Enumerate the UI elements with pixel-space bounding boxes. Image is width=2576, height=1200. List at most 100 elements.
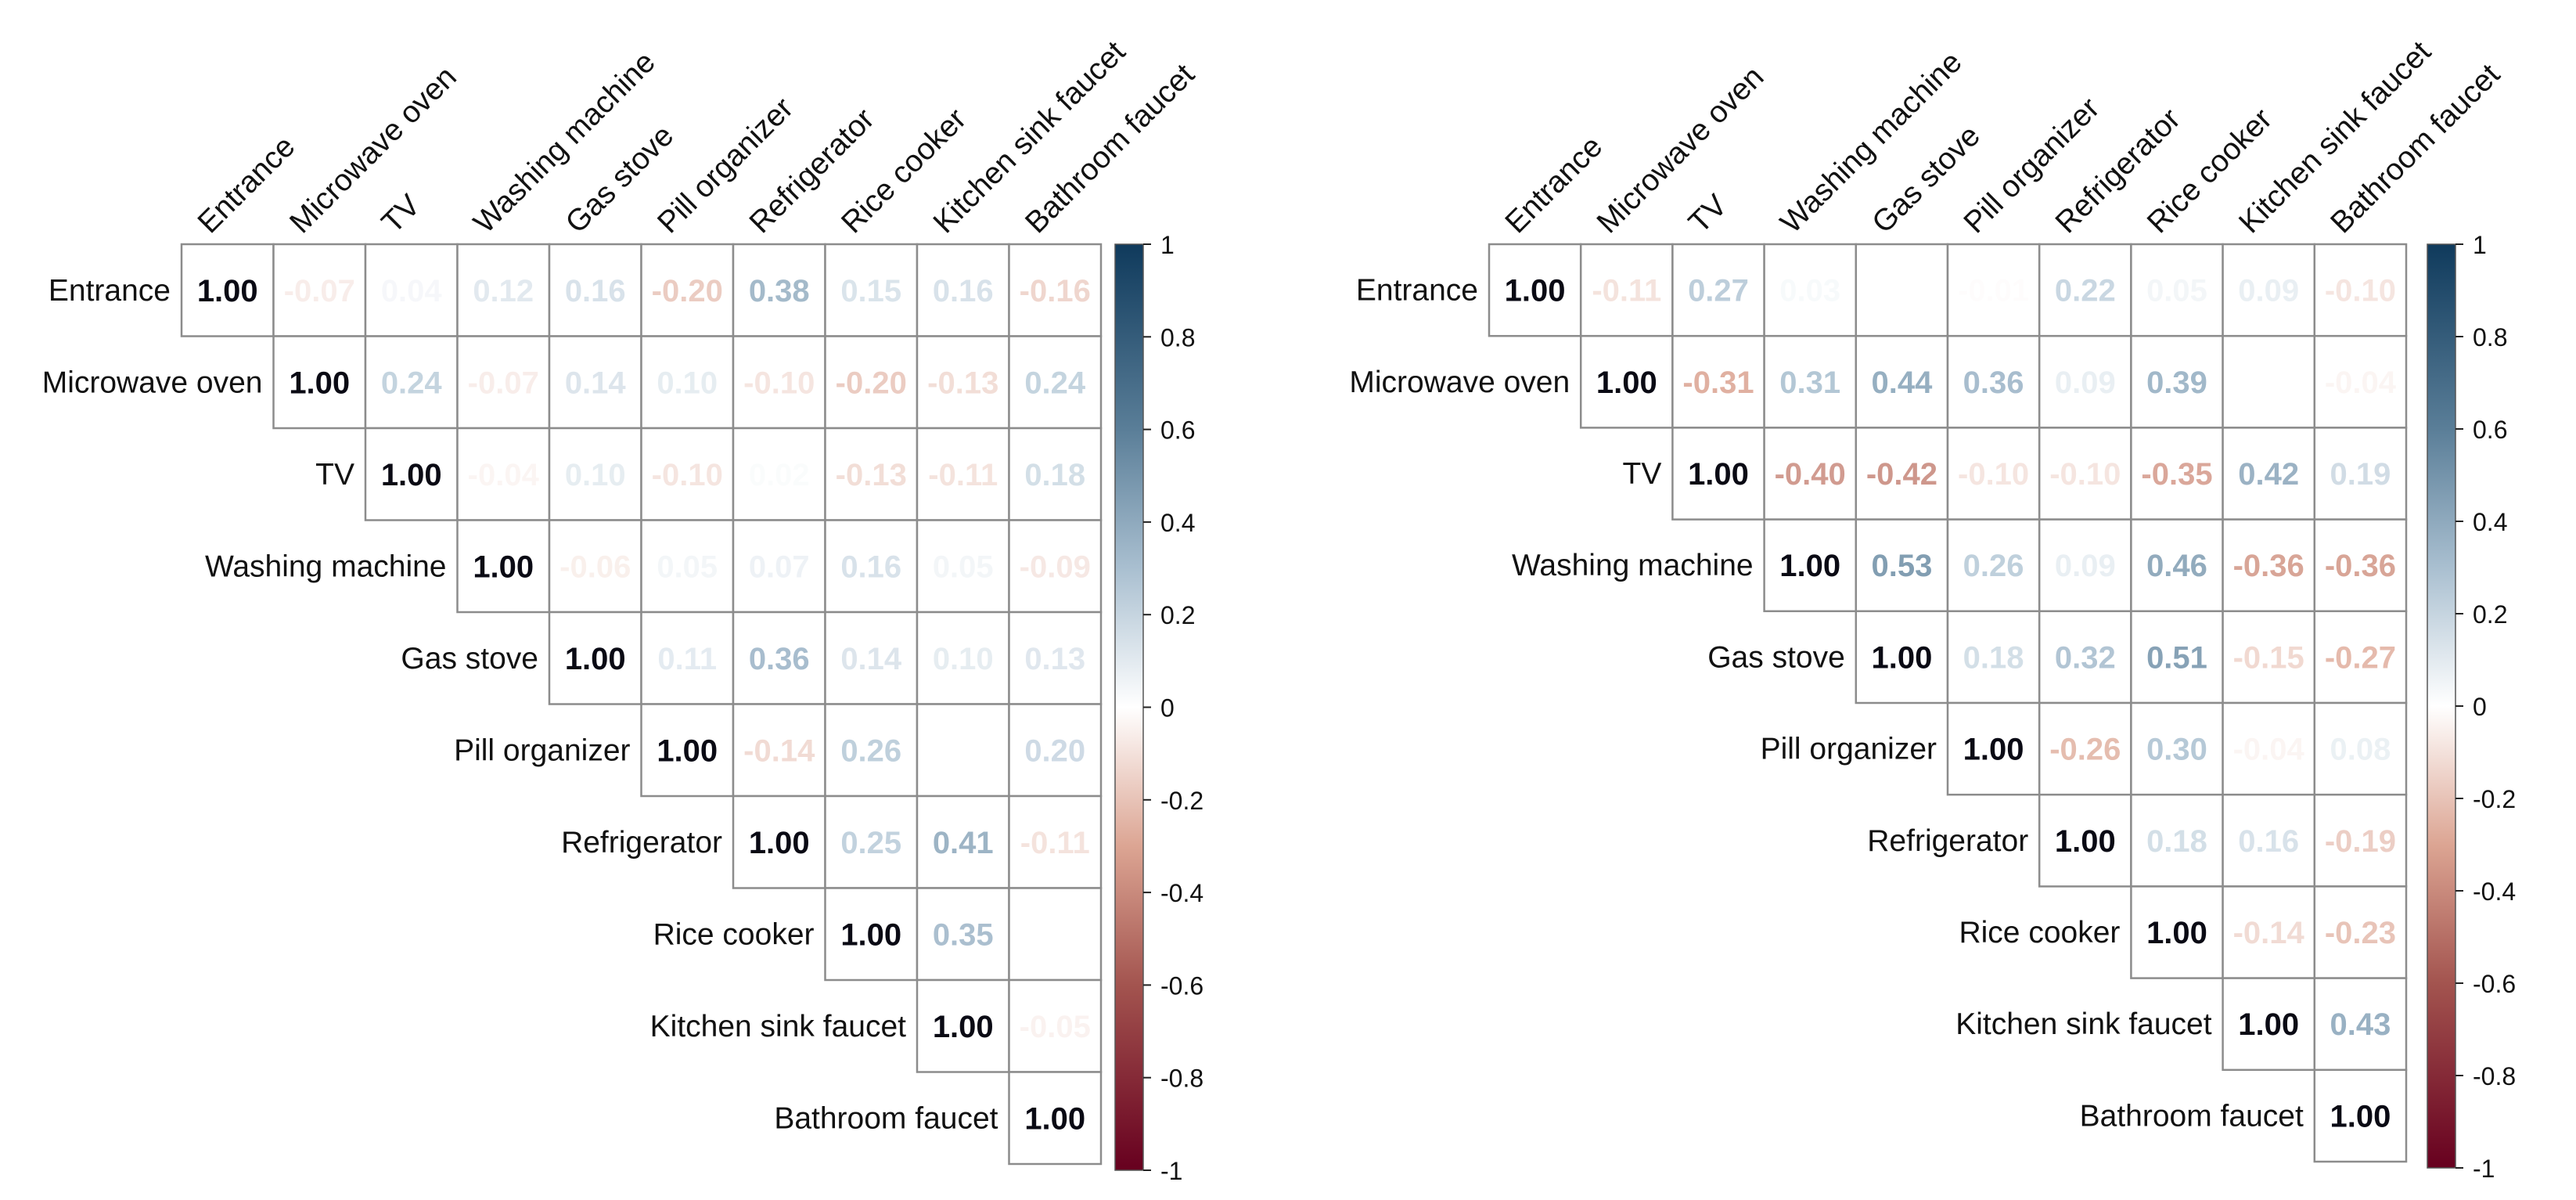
cell-value: -0.42 bbox=[1866, 457, 1937, 492]
matrix-cell bbox=[1008, 427, 1103, 521]
cell-value: 0.46 bbox=[2146, 549, 2207, 583]
cell-value: 0.36 bbox=[1963, 366, 2024, 400]
matrix-cell bbox=[2222, 427, 2316, 521]
cell-value: -0.36 bbox=[2233, 549, 2304, 583]
colorbar-tick-label: 0.6 bbox=[1160, 416, 1195, 445]
matrix-cell bbox=[272, 243, 367, 337]
cell-value: 0.09 bbox=[2238, 274, 2299, 308]
cell-value: -0.14 bbox=[2233, 916, 2305, 950]
cell-value: 0.44 bbox=[1871, 366, 1933, 400]
cell-value: 1.00 bbox=[749, 826, 810, 860]
cell-value: 0.25 bbox=[840, 826, 901, 860]
matrix-cell bbox=[2130, 243, 2224, 337]
row-label: Microwave oven bbox=[42, 366, 263, 399]
cell-value: 0.43 bbox=[2330, 1007, 2391, 1042]
colorbar-tick-label: 0.4 bbox=[2473, 508, 2507, 536]
cell-value: -0.19 bbox=[2325, 824, 2396, 859]
matrix-cell bbox=[2222, 610, 2316, 705]
matrix-cell bbox=[2313, 1068, 2408, 1163]
matrix-cell bbox=[1579, 243, 1674, 337]
cell-value: -0.23 bbox=[2325, 916, 2396, 950]
colorbar-tick-label: -1 bbox=[2473, 1155, 2495, 1183]
colorbar-tick-label: 0.4 bbox=[1160, 509, 1195, 537]
matrix-cell bbox=[2222, 701, 2316, 796]
cell-value: 0.53 bbox=[1871, 549, 1932, 583]
cell-value: 0.16 bbox=[565, 274, 626, 308]
colorbar bbox=[1114, 243, 1144, 1171]
cell-value: 0.32 bbox=[2055, 640, 2116, 675]
cell-value: 0.24 bbox=[1024, 366, 1086, 400]
row-label: Kitchen sink faucet bbox=[650, 1010, 907, 1043]
matrix-cell bbox=[2130, 610, 2224, 705]
matrix-cell bbox=[1946, 334, 2041, 429]
row-label: Entrance bbox=[1356, 274, 1478, 308]
cell-value: -0.35 bbox=[2141, 457, 2212, 492]
matrix-cell bbox=[1008, 795, 1103, 889]
cell-value: -0.11 bbox=[1020, 826, 1090, 860]
matrix-cell bbox=[1946, 610, 2041, 705]
cell-value: 0.00 bbox=[1024, 917, 1085, 952]
matrix-cell bbox=[2038, 334, 2132, 429]
matrix-cell bbox=[456, 335, 551, 430]
cell-value: 0.26 bbox=[840, 733, 901, 768]
cell-value: 1.00 bbox=[1688, 457, 1749, 492]
colorbar-tick-label: 0 bbox=[2473, 693, 2487, 721]
matrix-cell bbox=[1671, 427, 1765, 521]
matrix-cell bbox=[640, 611, 735, 705]
cell-value: 0.22 bbox=[2055, 274, 2116, 308]
colorbar bbox=[2427, 243, 2456, 1169]
row-label: Pill organizer bbox=[1761, 733, 1937, 766]
cell-value: -0.13 bbox=[927, 366, 998, 400]
matrix-cell bbox=[2130, 334, 2224, 429]
matrix-cell bbox=[824, 795, 919, 889]
matrix-cell bbox=[824, 243, 919, 337]
cell-value: 0.24 bbox=[381, 366, 443, 400]
matrix-cell bbox=[1008, 703, 1103, 798]
column-label: Bathroom faucet bbox=[1019, 57, 1201, 240]
matrix-cell bbox=[640, 427, 735, 521]
colorbar-tick-label: 0 bbox=[1160, 694, 1175, 723]
cell-value: -0.26 bbox=[2049, 733, 2121, 767]
row-label: Microwave oven bbox=[1349, 366, 1570, 399]
matrix-cell bbox=[1855, 427, 1949, 521]
cell-value: -0.11 bbox=[1592, 274, 1661, 308]
cell-value: 0.27 bbox=[1688, 274, 1749, 308]
matrix-cell bbox=[1763, 427, 1858, 521]
column-label: TV bbox=[376, 189, 427, 240]
cell-value: 0.35 bbox=[933, 917, 994, 952]
cell-value: -0.10 bbox=[743, 366, 815, 400]
cell-value: -0.14 bbox=[743, 733, 815, 768]
matrix-cell bbox=[732, 427, 826, 521]
cell-value: 0.14 bbox=[565, 366, 627, 400]
row-label: Washing machine bbox=[1512, 549, 1754, 582]
cell-value: 0.26 bbox=[1963, 549, 2024, 583]
matrix-cell bbox=[916, 887, 1010, 982]
colorbar-tick-label: -0.6 bbox=[2473, 970, 2516, 998]
matrix-cell bbox=[732, 335, 826, 430]
cell-value: 0.13 bbox=[1024, 642, 1085, 676]
matrix-cell bbox=[2222, 977, 2316, 1072]
cell-value: -0.27 bbox=[2325, 640, 2396, 675]
matrix-cell bbox=[1946, 701, 2041, 796]
matrix-cell bbox=[2038, 793, 2132, 888]
matrix-cell bbox=[2038, 243, 2132, 337]
matrix-cell bbox=[1008, 611, 1103, 705]
colorbar-tick-label: -0.4 bbox=[1160, 879, 1203, 907]
row-label: TV bbox=[315, 458, 354, 492]
matrix-cell bbox=[1946, 518, 2041, 613]
cell-value: 0.16 bbox=[840, 550, 901, 584]
colorbar-tick-label: -0.8 bbox=[2473, 1062, 2516, 1090]
cell-value: 0.00 bbox=[1871, 274, 1932, 308]
cell-value: 0.20 bbox=[1024, 733, 1085, 768]
matrix-cell bbox=[2313, 701, 2408, 796]
cell-value: -0.04 bbox=[2325, 366, 2397, 400]
matrix-cell bbox=[916, 335, 1010, 430]
matrix-cell bbox=[732, 795, 826, 889]
colorbar-tick-label: 0.8 bbox=[2473, 323, 2507, 351]
matrix-cell bbox=[824, 519, 919, 614]
cell-value: -0.10 bbox=[2049, 457, 2121, 492]
matrix-cell bbox=[824, 335, 919, 430]
matrix-cell bbox=[548, 611, 642, 705]
colorbar-tick-label: 0.2 bbox=[2473, 600, 2507, 629]
matrix-cell bbox=[1008, 335, 1103, 430]
